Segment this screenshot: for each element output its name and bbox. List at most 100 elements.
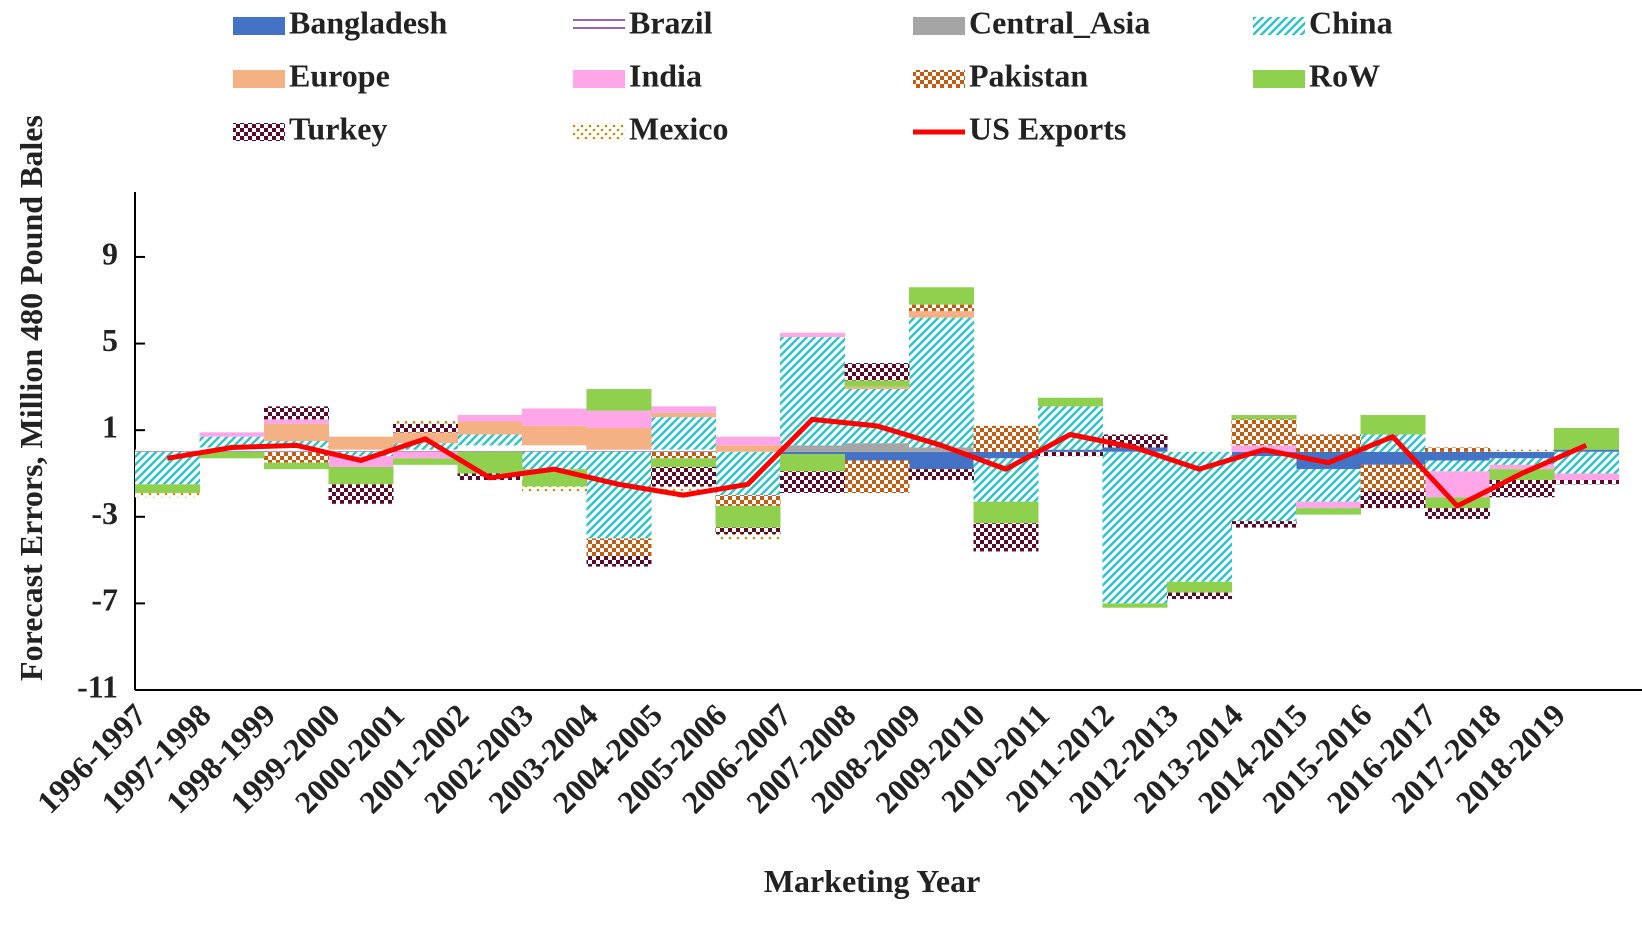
area-segment — [1360, 464, 1426, 491]
area-segment — [586, 538, 652, 556]
area-segment — [1296, 469, 1361, 502]
area-segment — [393, 419, 458, 424]
area-segment — [844, 451, 910, 461]
legend-swatch — [233, 123, 285, 141]
area-segment — [651, 412, 716, 418]
area-segment — [715, 505, 781, 528]
area-segment — [651, 466, 716, 487]
area-segment — [1167, 581, 1232, 593]
area-segment — [586, 410, 652, 429]
area-segment — [264, 447, 329, 452]
y-axis-title: Forecast Errors, Million 480 Pound Bales — [13, 115, 49, 681]
area-segment — [1231, 419, 1297, 446]
line — [166, 416, 1588, 509]
area-segment — [1360, 415, 1426, 435]
area-segment — [973, 501, 1039, 524]
area-segment — [328, 436, 394, 450]
area-segment — [393, 458, 458, 465]
area-segment — [844, 386, 910, 390]
area-segment — [1489, 449, 1555, 452]
legend-swatch — [913, 70, 965, 88]
area-segment — [264, 423, 329, 441]
area-segment — [1167, 451, 1232, 582]
area-segment — [844, 363, 910, 381]
area-segment — [135, 484, 200, 493]
area-segment — [457, 434, 523, 446]
legend-swatch — [1253, 17, 1305, 35]
area-segment — [651, 417, 716, 450]
area-segment — [1231, 521, 1297, 528]
legend-label: Pakistan — [969, 57, 1088, 93]
area-segment — [780, 445, 845, 452]
area-segment — [909, 447, 974, 452]
area-segment — [264, 419, 329, 424]
area-segment — [586, 449, 652, 452]
area-segment — [1296, 508, 1361, 515]
area-segment — [522, 445, 587, 452]
area-segment — [651, 449, 716, 452]
area-segment — [1038, 397, 1103, 407]
area-segment — [1038, 451, 1103, 457]
area-segment — [909, 311, 974, 318]
area-segment — [1554, 449, 1619, 452]
area-segment — [973, 458, 1039, 502]
area-segment — [715, 527, 781, 535]
legend-swatch — [573, 70, 625, 88]
area-segment — [1554, 479, 1619, 485]
area-segment — [909, 469, 974, 480]
area-segment — [393, 449, 458, 452]
area-segment — [199, 432, 265, 437]
legend-label: Bangladesh — [289, 4, 447, 40]
area-segment — [264, 451, 329, 463]
area-segment — [1425, 447, 1490, 452]
area-segment — [1231, 415, 1297, 420]
legend-label: RoW — [1309, 57, 1380, 93]
area-segment — [1038, 449, 1103, 452]
area-segment — [1489, 458, 1555, 465]
area-segment — [715, 436, 781, 446]
area-segment — [780, 332, 845, 338]
area-segment — [586, 428, 652, 450]
area-segment — [973, 451, 1039, 459]
area-segment — [973, 523, 1039, 552]
area-segment — [651, 486, 716, 491]
area-segment — [780, 451, 845, 454]
area-segment — [1102, 603, 1168, 608]
legend-label: Europe — [289, 57, 390, 93]
area-segment — [844, 443, 910, 452]
area-segment — [457, 445, 523, 452]
area-segment — [1102, 451, 1168, 604]
area-segment — [973, 425, 1039, 452]
area-segment — [328, 466, 394, 485]
legend-label: Brazil — [629, 4, 713, 40]
area-segment — [199, 451, 265, 459]
area-segment — [586, 389, 652, 411]
area-segment — [522, 486, 587, 493]
area-segment — [328, 449, 394, 452]
legend-label: China — [1309, 4, 1393, 40]
legend-swatch — [573, 123, 625, 141]
area-segment — [328, 451, 394, 457]
y-tick-label: -3 — [91, 495, 118, 531]
area-segment — [1425, 460, 1490, 472]
legend-swatch — [573, 17, 625, 35]
area-segment — [199, 436, 265, 448]
legend-label: Turkey — [289, 110, 387, 146]
area-segment — [1231, 456, 1297, 522]
area-segment — [909, 287, 974, 305]
legend-swatch — [913, 17, 965, 35]
area-segment — [715, 495, 781, 506]
x-axis-title: Marketing Year — [764, 863, 981, 899]
area-segment — [909, 451, 974, 470]
area-segment — [1360, 434, 1426, 452]
legend-swatch — [233, 17, 285, 35]
area-segment — [844, 460, 910, 493]
area-segment — [1554, 451, 1619, 474]
area-segment — [393, 451, 458, 459]
area-segment — [651, 458, 716, 467]
area-segment — [1425, 451, 1490, 461]
area-segment — [457, 421, 523, 435]
area-segment — [135, 492, 200, 498]
area-segment — [393, 423, 458, 433]
